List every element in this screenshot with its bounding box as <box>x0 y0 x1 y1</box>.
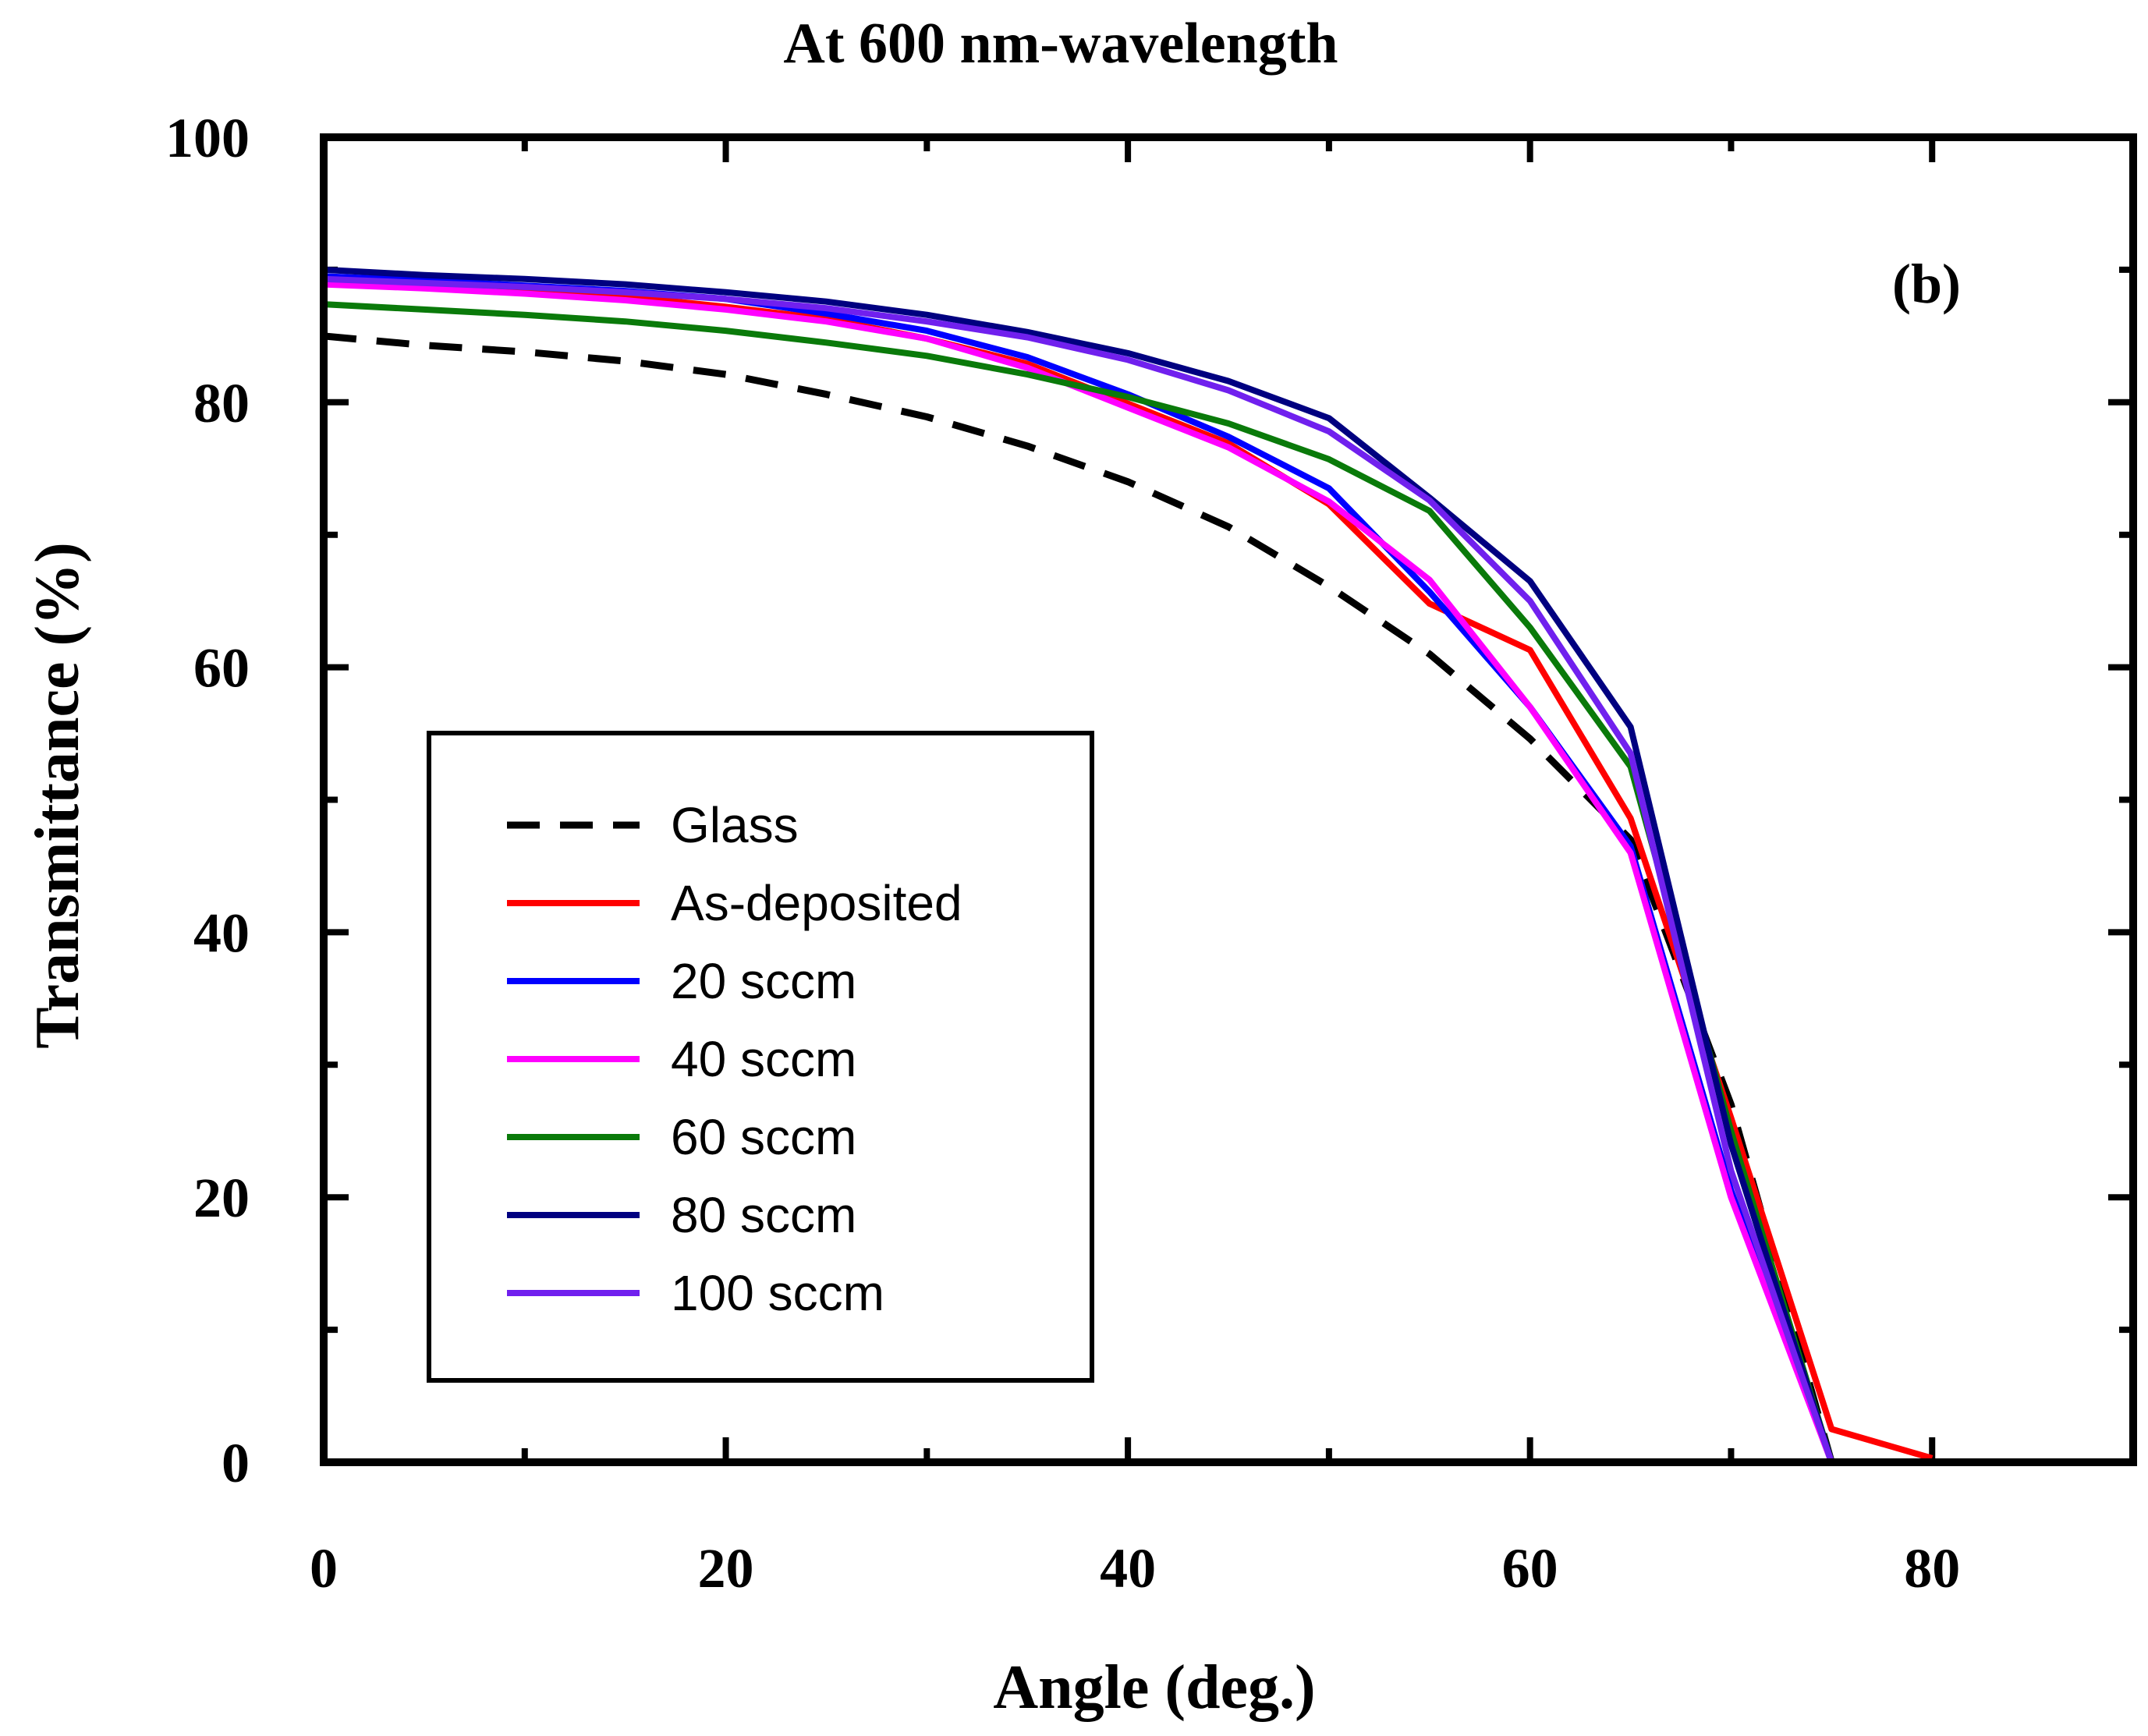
legend-label: As-deposited <box>671 875 962 931</box>
legend-label: Glass <box>671 797 799 853</box>
y-tick-label: 100 <box>165 107 250 169</box>
series-line-40-sccm <box>323 281 1933 1465</box>
x-tick-label: 0 <box>310 1537 338 1600</box>
x-tick-label: 80 <box>1904 1537 1960 1600</box>
axis-ticks: 0 20 40 60 80 0 20 40 60 80 100 <box>165 107 2133 1600</box>
y-tick-label: 40 <box>193 902 250 964</box>
legend-label: 80 sccm <box>671 1187 856 1243</box>
legend-label: 20 sccm <box>671 953 856 1009</box>
series-group <box>323 266 1934 1466</box>
legend-label: 60 sccm <box>671 1109 856 1165</box>
x-tick-label: 20 <box>698 1537 754 1600</box>
y-tick-label: 80 <box>193 372 250 434</box>
series-line-80-sccm <box>323 266 1933 1465</box>
y-tick-label: 60 <box>193 637 250 700</box>
legend-label: 100 sccm <box>671 1265 884 1321</box>
series-line-100-sccm <box>323 275 1933 1465</box>
y-axis-label: Transmittance (%) <box>23 542 92 1049</box>
x-tick-label: 40 <box>1100 1537 1156 1600</box>
series-line-glass <box>323 332 1933 1466</box>
y-tick-label: 0 <box>222 1432 250 1494</box>
y-tick-label: 20 <box>193 1167 250 1229</box>
legend-label: 40 sccm <box>671 1031 856 1087</box>
panel-label: (b) <box>1892 253 1961 315</box>
x-tick-label: 60 <box>1502 1537 1558 1600</box>
plot-frame <box>320 133 2137 1466</box>
chart-title: At 600 nm-wavelength <box>783 12 1338 76</box>
series-line-as-deposited <box>323 277 1934 1461</box>
legend: Glass As-deposited 20 sccm 40 sccm 60 sccm 80… <box>427 731 1094 1383</box>
x-axis-label: Angle (deg.) <box>993 1653 1315 1722</box>
